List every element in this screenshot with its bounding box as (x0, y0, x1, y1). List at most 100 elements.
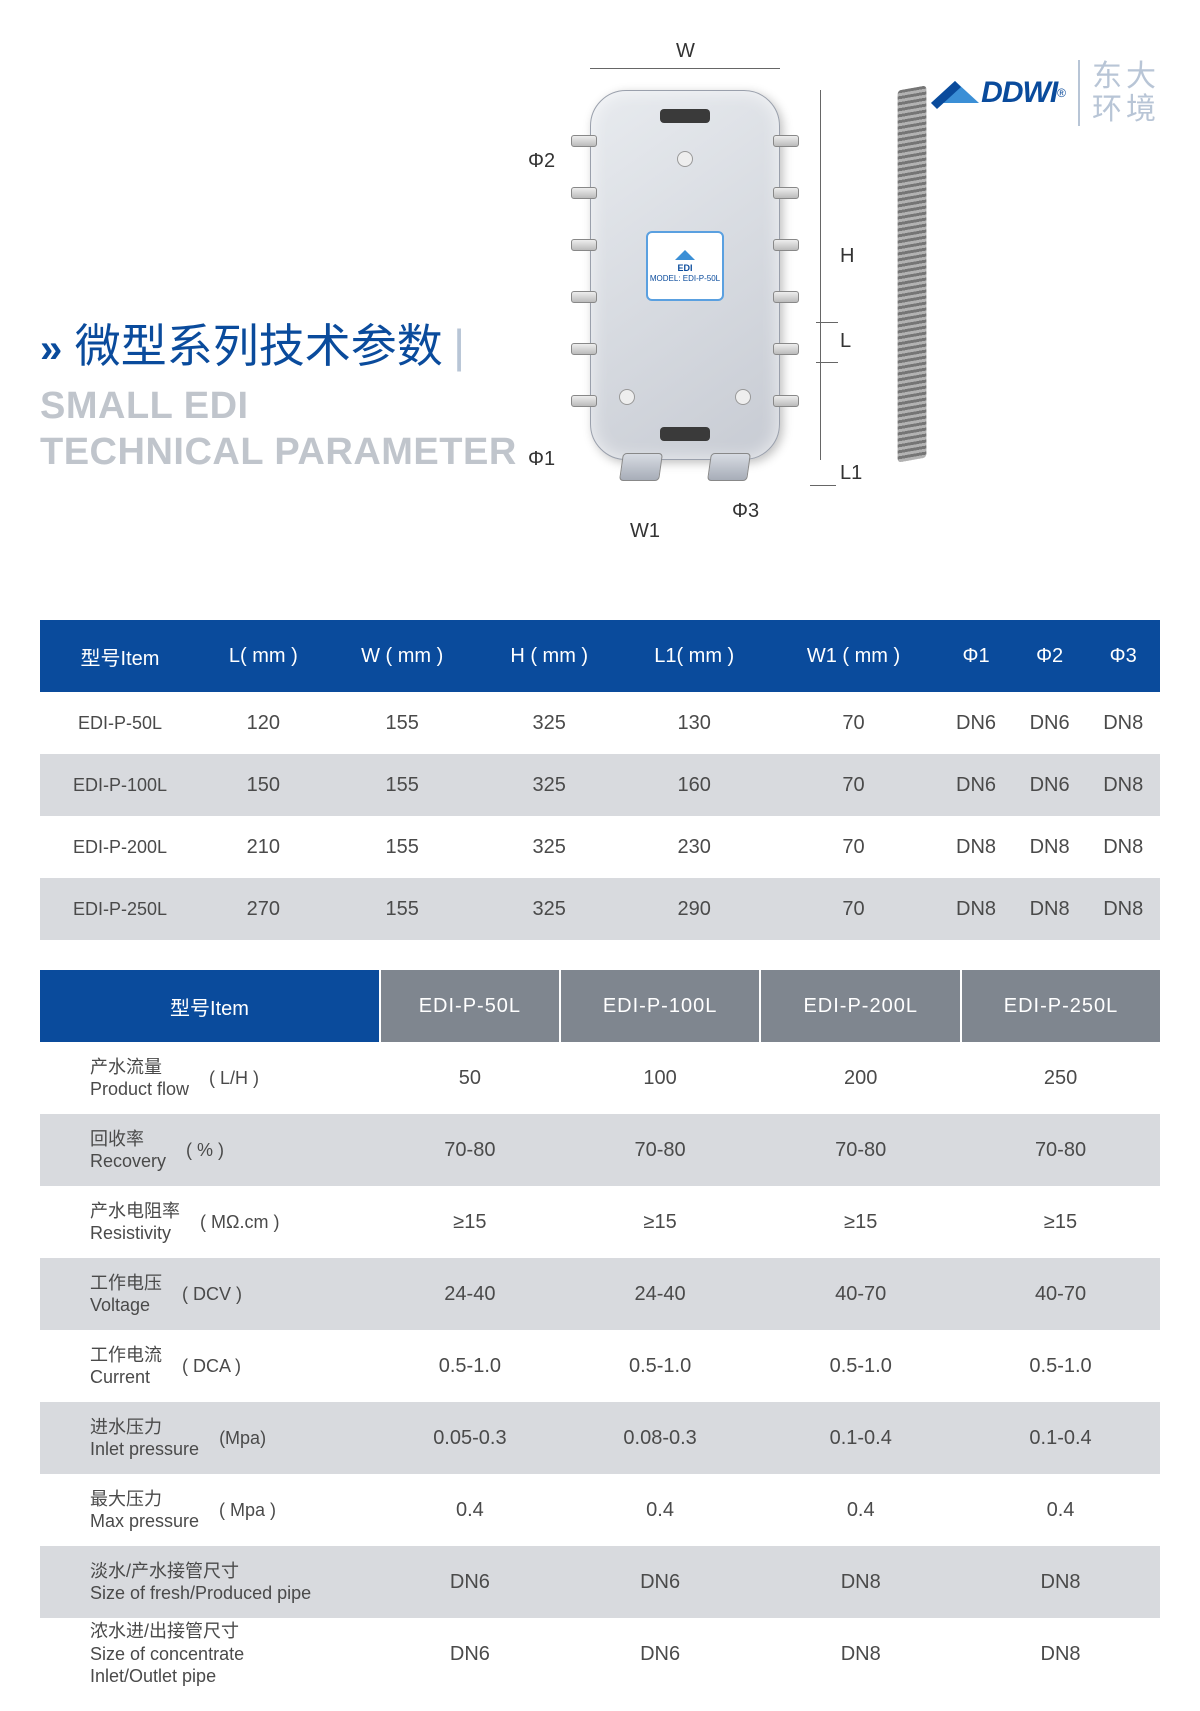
table-header-cell: EDI-P-250L (961, 970, 1160, 1042)
param-cn: 工作电压 (90, 1272, 162, 1295)
logo-brand-text: DDWI (981, 76, 1057, 110)
plate-title: EDI (677, 263, 692, 273)
table-header-row: 型号ItemEDI-P-50LEDI-P-100LEDI-P-200LEDI-P… (40, 970, 1160, 1042)
param-unit: (Mpa) (219, 1428, 266, 1449)
param-unit: ( L/H ) (209, 1068, 259, 1089)
table-cell: EDI-P-250L (40, 878, 200, 940)
param-label-cell: 淡水/产水接管尺寸Size of fresh/Produced pipe (40, 1546, 380, 1618)
table-cell: DN8 (760, 1618, 961, 1690)
table-cell: EDI-P-200L (40, 816, 200, 878)
table-cell: DN8 (1086, 754, 1160, 816)
table-header-cell: Φ2 (1013, 620, 1087, 692)
title-en: SMALL EDI TECHNICAL PARAMETER (40, 384, 517, 475)
param-cn: 进水压力 (90, 1416, 199, 1439)
table-row: EDI-P-250L27015532529070DN8DN8DN8 (40, 878, 1160, 940)
table-row: 浓水进/出接管尺寸Size of concentrate Inlet/Outle… (40, 1618, 1160, 1690)
plate-model: MODEL: EDI-P-50L (650, 274, 720, 283)
table-row: 最大压力Max pressure( Mpa )0.40.40.40.4 (40, 1474, 1160, 1546)
table-cell: 0.5-1.0 (961, 1330, 1160, 1402)
table-cell: 160 (621, 754, 768, 816)
title-en-line2: TECHNICAL PARAMETER (40, 430, 517, 476)
table-cell: EDI-P-50L (40, 692, 200, 754)
dim-label-W: W (676, 40, 695, 63)
bolt-icon (773, 239, 799, 251)
logo-cn-line1: 东大 (1092, 60, 1160, 93)
table-cell: 0.4 (380, 1474, 560, 1546)
brand-logo: DDWI ® 东大 环境 (929, 60, 1160, 126)
param-cn: 最大压力 (90, 1488, 199, 1511)
table-header-cell: EDI-P-50L (380, 970, 560, 1042)
param-label-cell: 最大压力Max pressure( Mpa ) (40, 1474, 380, 1546)
table-cell: 70 (768, 692, 940, 754)
table-cell: 290 (621, 878, 768, 940)
table-cell: 155 (327, 692, 478, 754)
param-en: Current (90, 1366, 162, 1389)
dim-label-phi1: Φ1 (528, 448, 555, 471)
bolt-icon (773, 291, 799, 303)
title-divider: | (453, 320, 465, 372)
table-cell: 70 (768, 816, 940, 878)
table-cell: 70-80 (560, 1114, 761, 1186)
table-cell: 155 (327, 816, 478, 878)
table-cell: 325 (478, 692, 621, 754)
param-label-cell: 产水电阻率Resistivity( MΩ.cm ) (40, 1186, 380, 1258)
table-row: 工作电流Current( DCA )0.5-1.00.5-1.00.5-1.00… (40, 1330, 1160, 1402)
table-header-cell: EDI-P-200L (760, 970, 961, 1042)
device-foot (707, 453, 751, 481)
table-cell: 70 (768, 754, 940, 816)
table-cell: 230 (621, 816, 768, 878)
table-cell: DN6 (1013, 692, 1087, 754)
param-en: Resistivity (90, 1222, 180, 1245)
table-cell: 0.5-1.0 (560, 1330, 761, 1402)
table-cell: DN6 (380, 1546, 560, 1618)
dim-label-W1: W1 (630, 520, 660, 543)
table-cell: 0.1-0.4 (760, 1402, 961, 1474)
table-cell: 0.5-1.0 (760, 1330, 961, 1402)
table-cell: 270 (200, 878, 327, 940)
bolt-icon (571, 239, 597, 251)
table-cell: DN8 (1013, 816, 1087, 878)
logo-icon (929, 75, 981, 111)
table-cell: 24-40 (380, 1258, 560, 1330)
title-cn: 微型系列技术参数 (75, 320, 443, 372)
table-cell: 325 (478, 816, 621, 878)
table-cell: DN6 (560, 1618, 761, 1690)
page-title-block: » 微型系列技术参数 | SMALL EDI TECHNICAL PARAMET… (40, 310, 517, 475)
table-header-cell: W1 ( mm ) (768, 620, 940, 692)
param-en: Inlet pressure (90, 1438, 199, 1461)
table-cell: 50 (380, 1042, 560, 1114)
bolt-icon (773, 187, 799, 199)
bolt-icon (571, 343, 597, 355)
device-body: EDI MODEL: EDI-P-50L (590, 90, 780, 460)
table-cell: DN8 (1086, 692, 1160, 754)
param-en: Product flow (90, 1078, 189, 1101)
title-arrows-icon: » (40, 327, 62, 371)
table-cell: DN8 (1013, 878, 1087, 940)
dim-label-H: H (840, 245, 854, 268)
table-cell: 24-40 (560, 1258, 761, 1330)
table-cell: DN8 (760, 1546, 961, 1618)
table-cell: 40-70 (760, 1258, 961, 1330)
port-icon (619, 389, 635, 405)
device-top-plate (660, 109, 710, 123)
param-unit: ( Mpa ) (219, 1500, 276, 1521)
table-header-cell: L( mm ) (200, 620, 327, 692)
dim-line (820, 90, 821, 460)
table-cell: DN8 (1086, 878, 1160, 940)
logo-mark: DDWI ® (929, 75, 1066, 111)
table-cell: DN6 (1013, 754, 1087, 816)
table-header-cell: W ( mm ) (327, 620, 478, 692)
dim-label-phi3: Φ3 (732, 500, 759, 523)
plate-logo-icon (674, 248, 696, 262)
parameters-table-wrap: 型号ItemEDI-P-50LEDI-P-100LEDI-P-200LEDI-P… (40, 970, 1160, 1690)
table-cell: 325 (478, 878, 621, 940)
dim-line (810, 485, 836, 486)
param-label-cell: 回收率Recovery( % ) (40, 1114, 380, 1186)
table-row: 产水流量Product flow( L/H )50100200250 (40, 1042, 1160, 1114)
param-cn: 淡水/产水接管尺寸 (90, 1560, 311, 1583)
param-label-cell: 浓水进/出接管尺寸Size of concentrate Inlet/Outle… (40, 1618, 380, 1690)
table-cell: EDI-P-100L (40, 754, 200, 816)
device-stack (898, 85, 927, 462)
dim-line (590, 68, 780, 69)
param-unit: ( DCV ) (182, 1284, 242, 1305)
